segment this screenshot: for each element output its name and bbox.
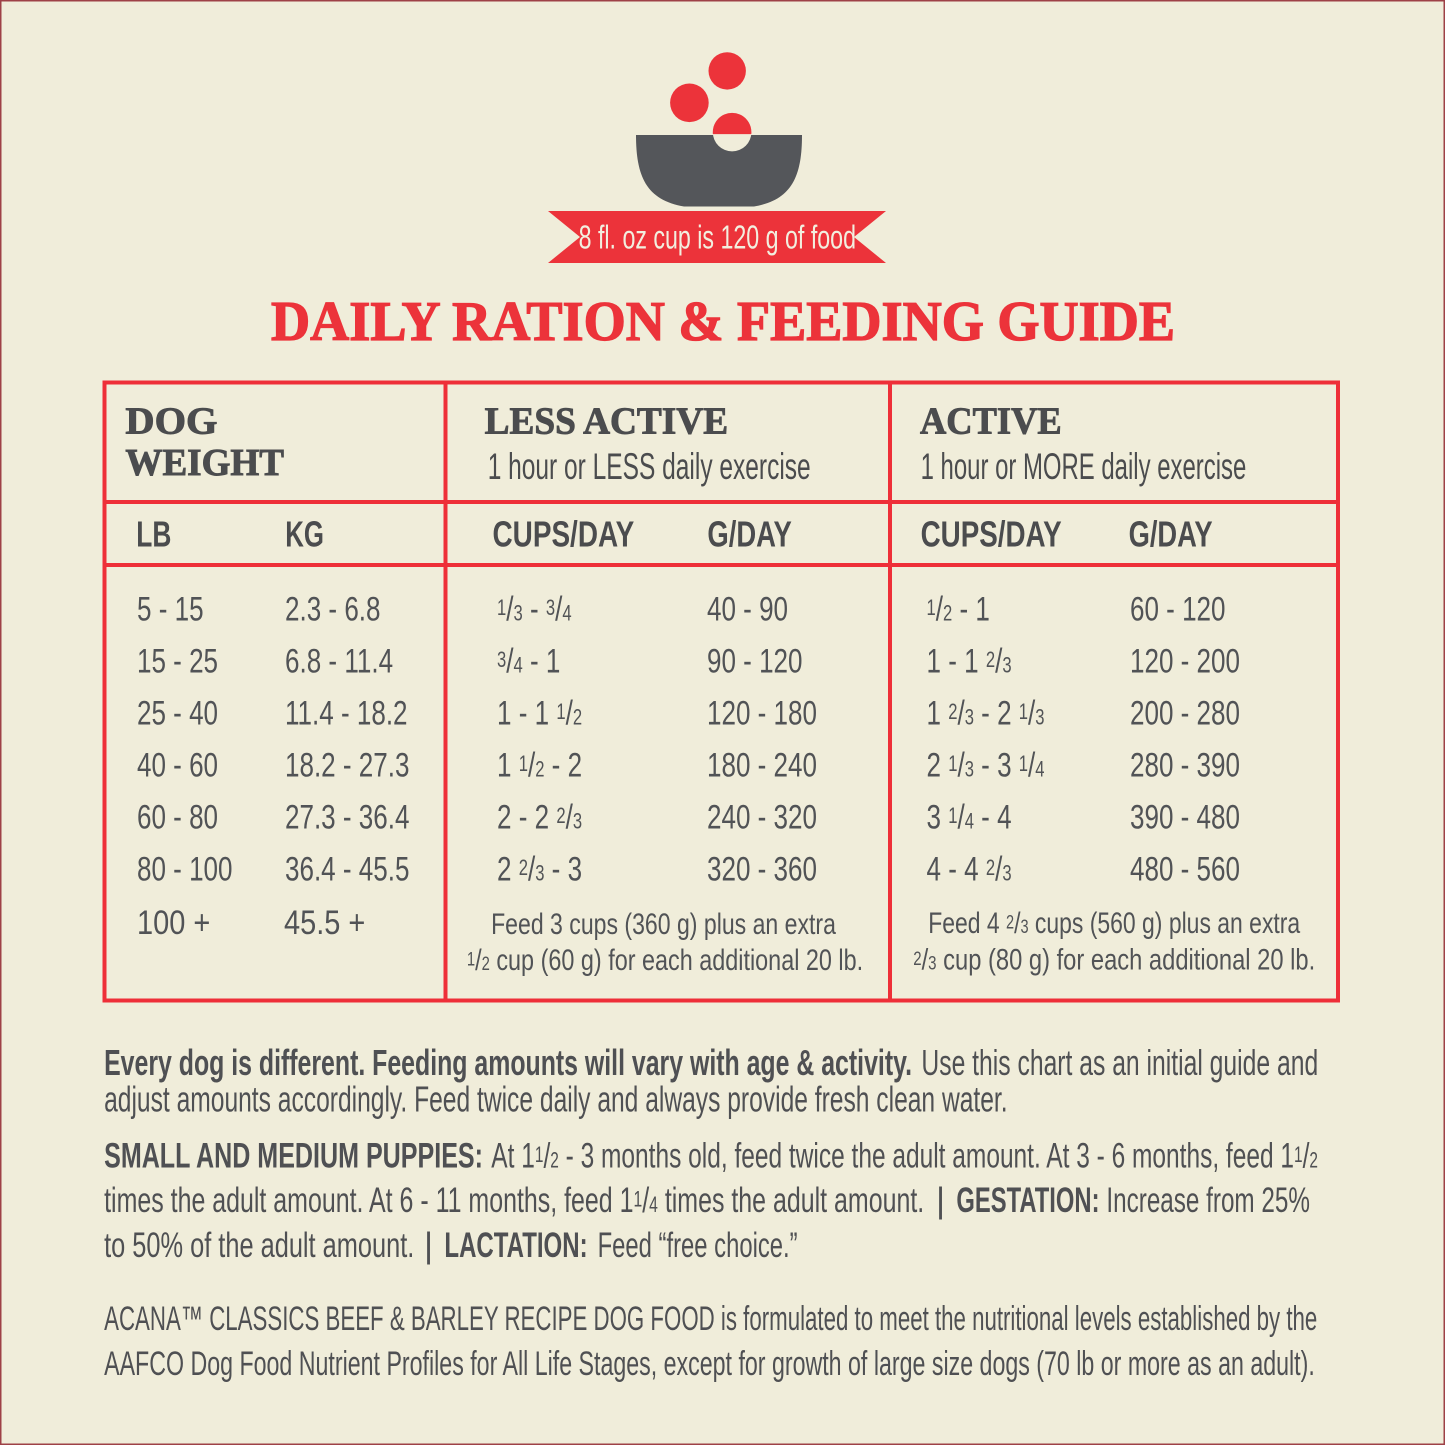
svg-text:LESS ACTIVE: LESS ACTIVE [485,401,728,443]
svg-text:40 - 90: 40 - 90 [707,590,788,628]
svg-text:320 - 360: 320 - 360 [707,850,817,888]
svg-text:240 - 320: 240 - 320 [707,798,817,836]
svg-text:180 - 240: 180 - 240 [707,746,817,784]
svg-text:adjust amounts accordingly. Fe: adjust amounts accordingly. Feed twice d… [104,1078,1008,1119]
svg-text:45.5 +: 45.5 + [284,903,365,942]
svg-text:Feed 3 cups (360 g) plus an ex: Feed 3 cups (360 g) plus an extra [491,908,836,941]
svg-text:25 - 40: 25 - 40 [137,694,218,732]
svg-text:120 - 200: 120 - 200 [1130,642,1240,680]
svg-text:WEIGHT: WEIGHT [125,442,284,484]
svg-text:1 hour or MORE daily exercise: 1 hour or MORE daily exercise [921,446,1247,487]
svg-text:2/3 cup (80 g) for each additi: 2/3 cup (80 g) for each additional 20 lb… [913,944,1315,977]
svg-text:GESTATION:: GESTATION: [956,1181,1099,1220]
svg-text:CUPS/DAY: CUPS/DAY [493,513,635,554]
svg-text:390 - 480: 390 - 480 [1130,798,1240,836]
svg-text:100 +: 100 + [137,903,210,942]
svg-text:At 11/2 - 3 months old, feed t: At 11/2 - 3 months old, feed twice the a… [491,1136,1318,1175]
svg-text:15 - 25: 15 - 25 [137,642,218,680]
svg-text:6.8 - 11.4: 6.8 - 11.4 [285,642,393,680]
svg-text:LACTATION:: LACTATION: [444,1226,587,1265]
svg-text:Use this chart as an initial g: Use this chart as an initial guide and [921,1042,1318,1083]
svg-text:200 - 280: 200 - 280 [1130,694,1240,732]
svg-text:36.4 - 45.5: 36.4 - 45.5 [285,850,409,888]
svg-text:DAILY RATION & FEEDING GUIDE: DAILY RATION & FEEDING GUIDE [271,291,1175,353]
svg-text:Feed 4 2/3 cups (560 g) plus a: Feed 4 2/3 cups (560 g) plus an extra [928,907,1300,940]
svg-text:4 - 4 2/3: 4 - 4 2/3 [927,850,1012,888]
svg-text:Every dog is different. Feedin: Every dog is different. Feeding amounts … [104,1042,912,1083]
svg-text:Feed “free choice.”: Feed “free choice.” [598,1226,798,1265]
svg-text:40 - 60: 40 - 60 [137,746,218,784]
svg-text:1/3 - 3/4: 1/3 - 3/4 [497,590,572,628]
svg-text:27.3 - 36.4: 27.3 - 36.4 [285,798,409,836]
svg-text:90 - 120: 90 - 120 [707,642,803,680]
svg-text:G/DAY: G/DAY [707,513,791,554]
svg-text:G/DAY: G/DAY [1129,513,1213,554]
svg-text:ACANA™ CLASSICS BEEF & BARLEY: ACANA™ CLASSICS BEEF & BARLEY RECIPE DOG… [104,1300,1317,1338]
svg-text:11.4 - 18.2: 11.4 - 18.2 [285,694,408,732]
svg-text:1/2 cup (60 g) for each additi: 1/2 cup (60 g) for each additional 20 lb… [467,944,863,977]
svg-text:AAFCO Dog Food Nutrient Profil: AAFCO Dog Food Nutrient Profiles for All… [104,1345,1315,1383]
svg-text:1 hour or LESS daily exercise: 1 hour or LESS daily exercise [488,446,811,487]
svg-text:Increase from 25%: Increase from 25% [1106,1181,1310,1220]
svg-text:2 - 2 2/3: 2 - 2 2/3 [497,798,582,836]
svg-text:1/2 - 1: 1/2 - 1 [927,590,990,628]
svg-text:8 fl. oz cup is 120 g of food: 8 fl. oz cup is 120 g of food [579,220,856,257]
svg-text:LB: LB [136,513,171,554]
svg-text:times the adult amount. At 6 -: times the adult amount. At 6 - 11 months… [104,1181,924,1220]
svg-text:CUPS/DAY: CUPS/DAY [921,513,1062,554]
svg-text:1 - 1 1/2: 1 - 1 1/2 [497,694,582,732]
svg-text:1 - 1 2/3: 1 - 1 2/3 [927,642,1012,680]
svg-text:KG: KG [285,513,324,554]
svg-text:60 - 80: 60 - 80 [137,798,218,836]
svg-text:to 50% of the adult amount.: to 50% of the adult amount. [104,1226,414,1265]
svg-text:5 - 15: 5 - 15 [137,590,204,628]
svg-text:480 - 560: 480 - 560 [1130,850,1240,888]
svg-text:|: | [424,1226,433,1265]
svg-text:1 2/3 - 2 1/3: 1 2/3 - 2 1/3 [927,694,1045,732]
svg-text:DOG: DOG [125,401,217,443]
svg-text:|: | [936,1181,945,1220]
svg-text:18.2 - 27.3: 18.2 - 27.3 [285,746,409,784]
svg-text:80 - 100: 80 - 100 [137,850,233,888]
svg-text:3/4 - 1: 3/4 - 1 [497,642,560,680]
svg-text:280 - 390: 280 - 390 [1130,746,1240,784]
svg-text:120 - 180: 120 - 180 [707,694,817,732]
svg-text:60 - 120: 60 - 120 [1130,590,1226,628]
svg-text:ACTIVE: ACTIVE [920,401,1062,443]
svg-text:2.3 - 6.8: 2.3 - 6.8 [285,590,381,628]
svg-text:SMALL AND MEDIUM PUPPIES:: SMALL AND MEDIUM PUPPIES: [104,1136,483,1175]
